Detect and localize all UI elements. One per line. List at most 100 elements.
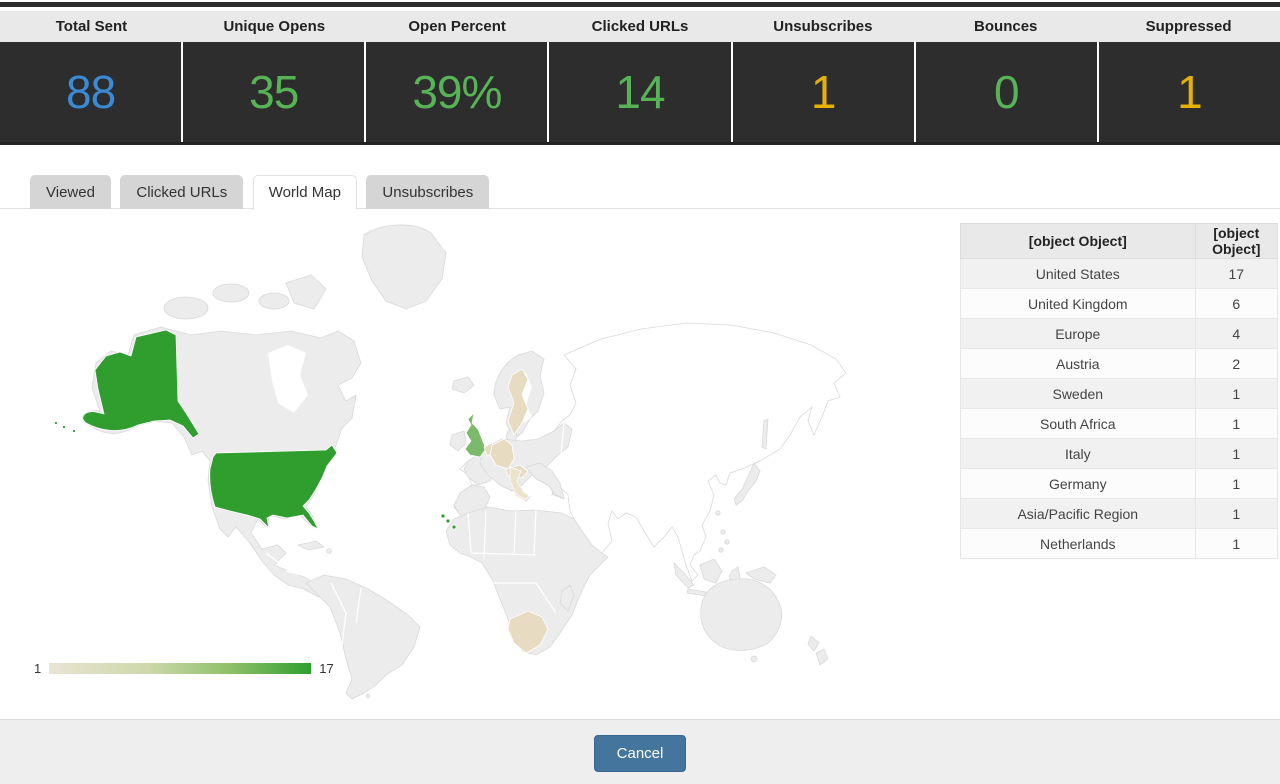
country-germany[interactable]	[489, 438, 515, 470]
balkans-greece	[525, 462, 565, 500]
cancel-button[interactable]: Cancel	[593, 734, 687, 772]
stats-header-row: Total Sent Unique Opens Open Percent Cli…	[0, 11, 1280, 42]
aleutian-islands	[72, 429, 76, 433]
table-row: United Kingdom 6	[960, 288, 1279, 319]
table-row: Italy 1	[960, 438, 1279, 469]
tab-bar: Viewed Clicked URLs World Map Unsubscrib…	[0, 174, 1280, 210]
count-cell: 1	[1194, 528, 1279, 559]
country-cell: Asia/Pacific Region	[960, 498, 1196, 529]
count-cell: 1	[1194, 468, 1279, 499]
world-map-panel: 1 17 [object Object] [object Object] Unit…	[0, 209, 1280, 719]
arctic-islands	[163, 296, 209, 320]
stat-label: Total Sent	[55, 18, 128, 35]
australia	[700, 578, 782, 651]
table-header-cell: [object Object]	[960, 223, 1196, 259]
baffin-island	[285, 274, 327, 310]
count-cell: 2	[1194, 348, 1279, 379]
sumatra	[673, 561, 695, 589]
table-header-cell: [object Object]	[1194, 223, 1279, 259]
borneo	[699, 558, 723, 584]
table-row: Europe 4	[960, 318, 1279, 349]
footer-bar: Cancel	[0, 719, 1280, 784]
new-zealand	[807, 635, 820, 652]
stat-label: Unsubscribes	[773, 18, 873, 35]
stat-value: 1	[810, 66, 837, 118]
hudson-bay	[268, 345, 308, 413]
madagascar	[559, 584, 575, 612]
country-cell: Germany	[960, 468, 1196, 499]
count-cell: 4	[1194, 318, 1279, 349]
tab[interactable]: World Map	[252, 175, 357, 210]
stat-value: 39%	[412, 66, 502, 118]
black-sea	[588, 439, 612, 451]
greenland	[361, 224, 447, 310]
country-cell: Italy	[960, 438, 1196, 469]
tab[interactable]: Viewed	[30, 175, 111, 209]
country-cell: Sweden	[960, 378, 1196, 409]
stat-label: Open Percent	[408, 18, 506, 35]
legend-gradient	[49, 663, 312, 674]
iceland	[451, 376, 475, 394]
stat-label: Bounces	[974, 18, 1038, 35]
world-map[interactable]	[16, 223, 951, 708]
japan	[733, 462, 761, 506]
stats-value-row: 88 35 39% 14 1 0 1	[0, 42, 1280, 145]
sakhalin	[761, 418, 769, 450]
stat-tile: 88	[0, 42, 182, 142]
stat-tile: 39%	[366, 42, 548, 142]
country-cell: Europe	[960, 318, 1196, 349]
country-sweden[interactable]	[507, 368, 529, 436]
country-cell: United States	[960, 258, 1196, 289]
table-row: Austria 2	[960, 348, 1279, 379]
country-united-states[interactable]	[209, 444, 338, 530]
country-south-africa[interactable]	[507, 610, 549, 654]
tab[interactable]: Unsubscribes	[366, 175, 490, 209]
stat-value: 14	[615, 66, 665, 118]
count-cell: 17	[1194, 258, 1279, 289]
legend-max: 17	[319, 661, 334, 676]
top-border	[0, 2, 1280, 7]
count-cell: 1	[1194, 378, 1279, 409]
country-borders	[265, 332, 762, 654]
tab[interactable]: Clicked URLs	[120, 175, 244, 209]
falklands	[365, 693, 371, 699]
caspian-sea	[620, 444, 634, 470]
country-cell: South Africa	[960, 408, 1196, 439]
philippines	[720, 529, 726, 535]
table-row: Germany 1	[960, 468, 1279, 499]
region-africa	[445, 506, 609, 656]
country-alaska[interactable]	[82, 329, 200, 439]
count-cell: 1	[1194, 498, 1279, 529]
stats-summary: Total Sent Unique Opens Open Percent Cli…	[0, 11, 1280, 145]
stat-tile: 14	[549, 42, 731, 142]
hispaniola	[326, 548, 332, 554]
legend-min: 1	[34, 661, 42, 676]
ireland	[449, 430, 467, 452]
stat-value: 88	[65, 66, 116, 118]
country-italy[interactable]	[509, 466, 530, 501]
country-cell: Austria	[960, 348, 1196, 379]
table-row: United States 17	[960, 258, 1279, 289]
count-cell: 1	[1194, 438, 1279, 469]
new-guinea	[745, 566, 777, 584]
table-row: Asia/Pacific Region 1	[960, 498, 1279, 529]
stat-tile: 1	[732, 42, 914, 142]
table-row: Netherlands 1	[960, 528, 1279, 559]
stat-value: 35	[249, 66, 299, 118]
stat-tile: 35	[183, 42, 365, 142]
table-row: Sweden 1	[960, 378, 1279, 409]
country-cell: Netherlands	[960, 528, 1196, 559]
stat-tile: 1	[1098, 42, 1280, 142]
stat-tile: 0	[915, 42, 1097, 142]
tasmania	[750, 655, 758, 663]
cuba	[296, 540, 325, 551]
region-south-america	[305, 574, 421, 700]
stat-label: Suppressed	[1145, 18, 1232, 35]
count-cell: 1	[1194, 408, 1279, 439]
stat-value: 1	[1177, 66, 1203, 118]
map-legend: 1 17	[34, 661, 334, 676]
stat-label: Clicked URLs	[591, 18, 689, 35]
stat-value: 0	[993, 66, 1020, 118]
stat-label: Unique Opens	[223, 18, 326, 35]
country-united-kingdom[interactable]	[464, 411, 487, 458]
